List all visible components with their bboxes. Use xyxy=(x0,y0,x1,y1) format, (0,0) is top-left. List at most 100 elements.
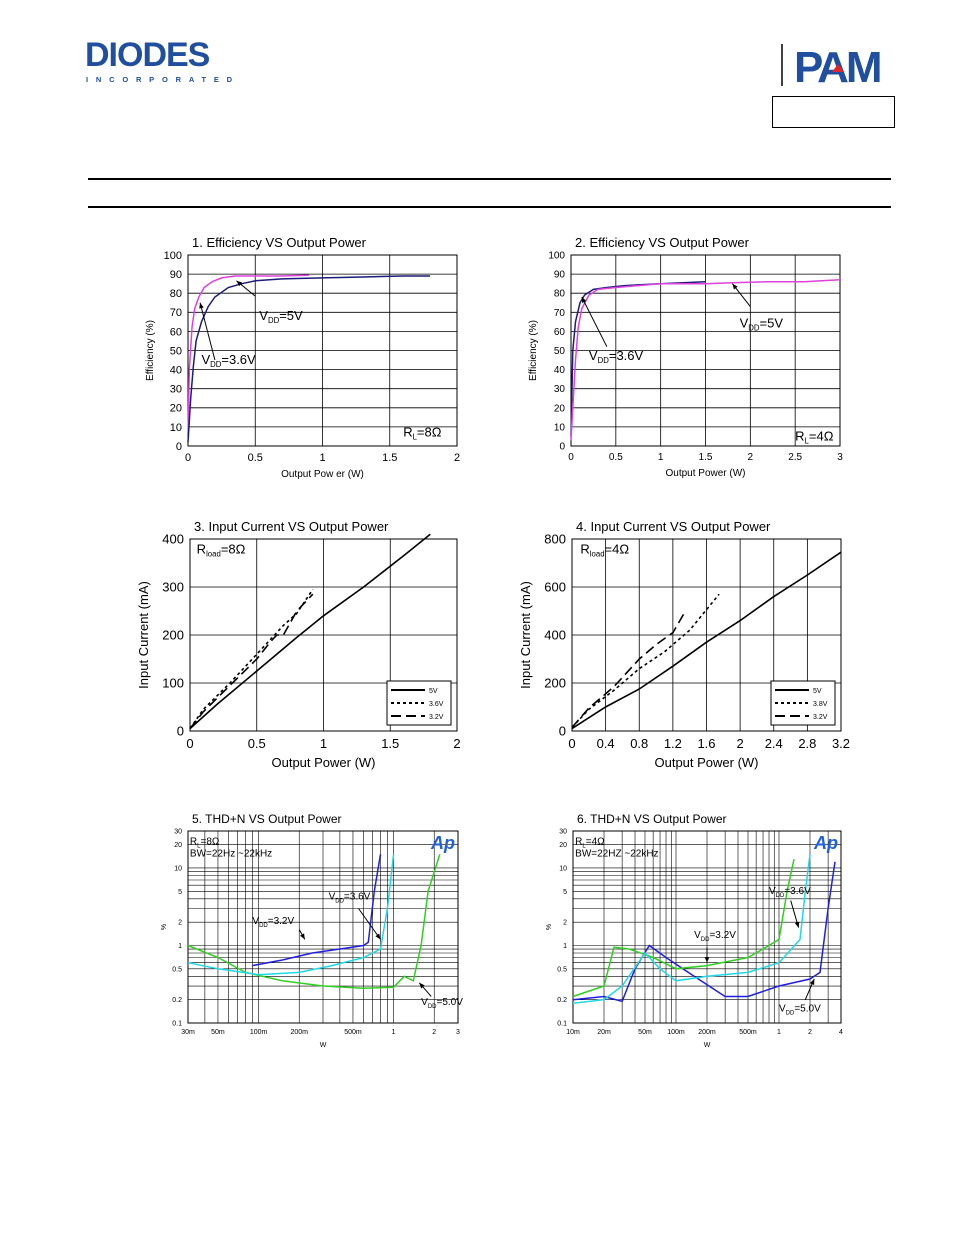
x-tick-label: 100m xyxy=(250,1029,268,1036)
y-tick-label: 0.2 xyxy=(172,997,182,1004)
series-line-1 xyxy=(189,588,314,730)
y-tick-label: 100 xyxy=(162,676,184,691)
x-tick-label: 0.5 xyxy=(248,736,266,751)
y-tick-label: 5 xyxy=(178,889,182,896)
x-tick-label: 3 xyxy=(456,1029,460,1036)
y-tick-label: 200 xyxy=(544,676,566,691)
legend-label: 3.8V xyxy=(813,701,828,708)
annotation-arrow-head xyxy=(300,933,305,940)
x-tick-label: 1 xyxy=(320,736,327,751)
y-tick-label: 1 xyxy=(178,943,182,950)
x-tick-label: 0.5 xyxy=(609,452,623,463)
chart-title: 1. Efficiency VS Output Power xyxy=(192,235,367,250)
legend-label: 5V xyxy=(429,688,438,695)
part-number-box xyxy=(772,96,895,128)
x-tick-label: 2 xyxy=(454,452,460,464)
annotation-label: VDD=3.6V xyxy=(769,886,811,899)
x-axis-label: Output Power (W) xyxy=(654,755,758,770)
y-tick-label: 800 xyxy=(544,532,566,547)
annotation-label: VDD=3.6V xyxy=(329,892,371,905)
annotation-label: VDD=3.2V xyxy=(252,916,294,929)
y-axis-label: % xyxy=(546,924,553,930)
y-tick-label: 50 xyxy=(554,346,566,357)
annotation-label: VDD=3.6V xyxy=(201,352,256,369)
chart-title: 4. Input Current VS Output Power xyxy=(576,519,771,534)
y-tick-label: 80 xyxy=(554,289,566,300)
inset-label: RL=8Ω xyxy=(190,837,220,850)
chart-title: 6. THD+N VS Output Power xyxy=(577,812,727,826)
y-tick-label: 0 xyxy=(176,441,182,453)
x-tick-label: 1.6 xyxy=(697,736,715,751)
x-tick-label: 1.5 xyxy=(382,452,397,464)
annotation-arrow-head xyxy=(236,280,243,287)
legend-label: 3.2V xyxy=(813,714,828,721)
y-tick-label: 30 xyxy=(170,384,182,396)
y-tick-label: 50 xyxy=(170,345,182,357)
y-tick-label: 0 xyxy=(559,724,566,739)
y-tick-label: 90 xyxy=(170,269,182,281)
plot-frame xyxy=(571,538,842,732)
x-tick-label: 500m xyxy=(739,1029,757,1036)
inset-bandwidth-label: BW=22Hz ~22kHz xyxy=(190,849,272,860)
x-axis-label: W xyxy=(320,1042,327,1049)
y-tick-label: 0.1 xyxy=(557,1020,567,1027)
plot-frame xyxy=(187,254,458,447)
x-tick-label: 2.8 xyxy=(798,736,816,751)
x-tick-label: 500m xyxy=(344,1029,362,1036)
series-line-2 xyxy=(187,854,395,976)
series-line-1 xyxy=(570,279,841,441)
y-tick-label: 10 xyxy=(170,422,182,434)
series-line-2 xyxy=(571,610,687,728)
x-tick-label: 2.4 xyxy=(765,736,783,751)
y-axis-label: Efficiency (%) xyxy=(528,320,539,381)
pam-logo-red-mark xyxy=(832,64,844,72)
y-tick-label: 10 xyxy=(559,865,567,872)
annotation-arrow-line xyxy=(199,302,216,361)
inset-bandwidth-label: BW=22HZ ~22kHz xyxy=(575,849,658,860)
y-tick-label: 300 xyxy=(162,580,184,595)
y-tick-label: 400 xyxy=(162,532,184,547)
annotation-label: VDD=5.0V xyxy=(421,997,463,1010)
header-rule-top xyxy=(88,178,891,180)
chart-efficiency-4ohm: 2. Efficiency VS Output Power 0 0.5 1 1.5 2 2.… xyxy=(528,235,843,479)
y-tick-label: 0.5 xyxy=(172,966,182,973)
y-tick-label: 0.2 xyxy=(557,997,567,1004)
x-tick-label: 2 xyxy=(453,736,460,751)
y-tick-label: 20 xyxy=(170,403,182,415)
x-tick-label: 1.2 xyxy=(664,736,682,751)
y-tick-label: 100 xyxy=(164,250,182,262)
y-tick-label: 10 xyxy=(174,865,182,872)
annotation-label: VDD=5V xyxy=(740,316,784,333)
annotation-arrow-head xyxy=(732,283,738,290)
inset-label: Rload=4Ω xyxy=(580,541,629,558)
x-tick-label: 1.5 xyxy=(699,452,713,463)
header-rule-bottom xyxy=(88,206,891,208)
x-tick-label: 200m xyxy=(698,1029,716,1036)
y-tick-label: 0 xyxy=(177,724,184,739)
y-axis-label: Input Current (mA) xyxy=(136,581,151,689)
annotation-arrow-line xyxy=(358,908,381,940)
y-axis-label: Efficiency (%) xyxy=(145,320,156,381)
annotation-arrow-line xyxy=(581,296,608,347)
series-line-0 xyxy=(187,274,310,437)
x-tick-label: 1 xyxy=(777,1029,781,1036)
annotation-arrow-head xyxy=(581,297,587,304)
y-axis-label: % xyxy=(161,924,168,930)
x-tick-label: 3 xyxy=(837,452,843,463)
x-tick-label: 200m xyxy=(290,1029,308,1036)
x-tick-label: 20m xyxy=(597,1029,611,1036)
series-line-1 xyxy=(571,593,720,728)
y-tick-label: 20 xyxy=(174,842,182,849)
x-tick-label: 1.5 xyxy=(381,736,399,751)
annotation-arrow-head xyxy=(375,933,381,940)
x-tick-label: 2 xyxy=(737,736,744,751)
grid xyxy=(188,831,458,1023)
y-tick-label: 2 xyxy=(563,920,567,927)
legend-label: 5V xyxy=(813,688,822,695)
y-tick-label: 5 xyxy=(563,889,567,896)
x-tick-label: 50m xyxy=(638,1029,652,1036)
y-tick-label: 10 xyxy=(554,422,566,433)
series-line-1 xyxy=(572,858,795,998)
y-tick-label: 100 xyxy=(548,251,565,262)
